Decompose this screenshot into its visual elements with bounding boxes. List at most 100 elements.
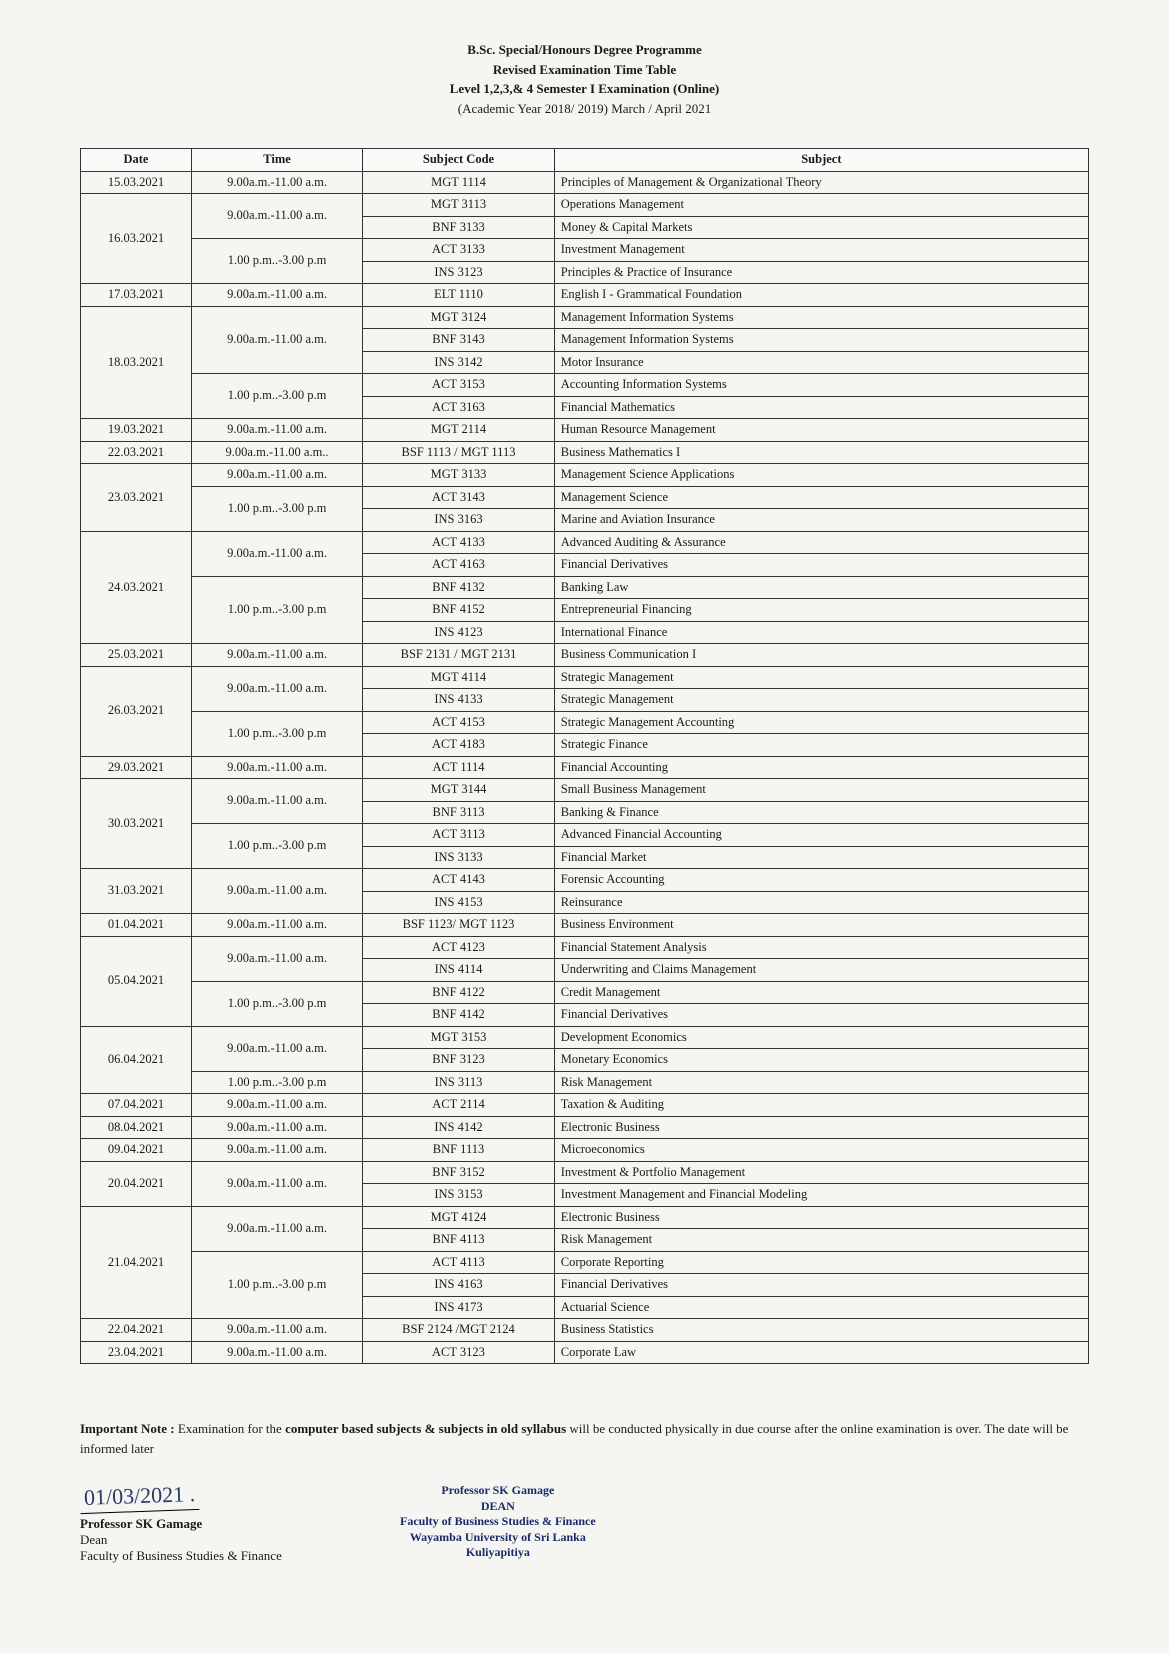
cell-time: 1.00 p.m..-3.00 p.m [191, 486, 362, 531]
cell-date: 08.04.2021 [81, 1116, 192, 1139]
cell-subject: Management Information Systems [554, 329, 1088, 352]
cell-code: BSF 2124 /MGT 2124 [363, 1319, 555, 1342]
table-row: 09.04.20219.00a.m.-11.00 a.m.BNF 1113Mic… [81, 1139, 1089, 1162]
cell-time: 9.00a.m.-11.00 a.m. [191, 1026, 362, 1071]
cell-code: ACT 4143 [363, 869, 555, 892]
cell-date: 21.04.2021 [81, 1206, 192, 1319]
cell-date: 24.03.2021 [81, 531, 192, 644]
cell-time: 9.00a.m.-11.00 a.m. [191, 306, 362, 374]
cell-code: ACT 3133 [363, 239, 555, 262]
table-row: 24.03.20219.00a.m.-11.00 a.m.ACT 4133Adv… [81, 531, 1089, 554]
table-row: 23.04.20219.00a.m.-11.00 a.m.ACT 3123Cor… [81, 1341, 1089, 1364]
cell-time: 1.00 p.m..-3.00 p.m [191, 239, 362, 284]
col-date: Date [81, 149, 192, 172]
table-row: 21.04.20219.00a.m.-11.00 a.m.MGT 4124Ele… [81, 1206, 1089, 1229]
table-row: 1.00 p.m..-3.00 p.mBNF 4132Banking Law [81, 576, 1089, 599]
col-code: Subject Code [363, 149, 555, 172]
cell-code: ACT 1114 [363, 756, 555, 779]
cell-subject: Principles & Practice of Insurance [554, 261, 1088, 284]
cell-code: BNF 3123 [363, 1049, 555, 1072]
cell-subject: Strategic Management Accounting [554, 711, 1088, 734]
document-header: B.Sc. Special/Honours Degree Programme R… [80, 40, 1089, 118]
signatory-title: Dean [80, 1532, 340, 1548]
signature-block: 01/03/2021 . Professor SK Gamage Dean Fa… [80, 1483, 1089, 1564]
cell-subject: Financial Derivatives [554, 554, 1088, 577]
table-row: 1.00 p.m..-3.00 p.mACT 4153Strategic Man… [81, 711, 1089, 734]
table-row: 31.03.20219.00a.m.-11.00 a.m.ACT 4143For… [81, 869, 1089, 892]
important-note: Important Note : Examination for the com… [80, 1419, 1089, 1458]
table-row: 05.04.20219.00a.m.-11.00 a.m.ACT 4123Fin… [81, 936, 1089, 959]
header-line2: Revised Examination Time Table [80, 60, 1089, 80]
cell-subject: Accounting Information Systems [554, 374, 1088, 397]
table-row: 07.04.20219.00a.m.-11.00 a.m.ACT 2114Tax… [81, 1094, 1089, 1117]
cell-code: ACT 3113 [363, 824, 555, 847]
table-row: 30.03.20219.00a.m.-11.00 a.m.MGT 3144Sma… [81, 779, 1089, 802]
col-subject: Subject [554, 149, 1088, 172]
signatory-dept: Faculty of Business Studies & Finance [80, 1548, 340, 1564]
table-row: 16.03.20219.00a.m.-11.00 a.m.MGT 3113Ope… [81, 194, 1089, 217]
cell-date: 23.03.2021 [81, 464, 192, 532]
cell-subject: Banking & Finance [554, 801, 1088, 824]
cell-time: 9.00a.m.-11.00 a.m. [191, 1161, 362, 1206]
cell-subject: Underwriting and Claims Management [554, 959, 1088, 982]
cell-subject: Business Communication I [554, 644, 1088, 667]
cell-time: 9.00a.m.-11.00 a.m. [191, 666, 362, 711]
cell-code: INS 4173 [363, 1296, 555, 1319]
table-row: 29.03.20219.00a.m.-11.00 a.m.ACT 1114Fin… [81, 756, 1089, 779]
cell-code: MGT 3124 [363, 306, 555, 329]
cell-time: 9.00a.m.-11.00 a.m. [191, 1094, 362, 1117]
cell-code: ACT 4133 [363, 531, 555, 554]
cell-date: 29.03.2021 [81, 756, 192, 779]
cell-time: 9.00a.m.-11.00 a.m. [191, 756, 362, 779]
cell-time: 9.00a.m.-11.00 a.m. [191, 284, 362, 307]
cell-time: 1.00 p.m..-3.00 p.m [191, 1071, 362, 1094]
cell-subject: Investment & Portfolio Management [554, 1161, 1088, 1184]
cell-subject: Financial Mathematics [554, 396, 1088, 419]
cell-time: 1.00 p.m..-3.00 p.m [191, 711, 362, 756]
cell-code: BNF 3113 [363, 801, 555, 824]
cell-subject: English I - Grammatical Foundation [554, 284, 1088, 307]
cell-subject: Corporate Reporting [554, 1251, 1088, 1274]
cell-code: MGT 4124 [363, 1206, 555, 1229]
cell-subject: Actuarial Science [554, 1296, 1088, 1319]
signature-left: 01/03/2021 . Professor SK Gamage Dean Fa… [80, 1483, 340, 1564]
cell-date: 09.04.2021 [81, 1139, 192, 1162]
cell-subject: Entrepreneurial Financing [554, 599, 1088, 622]
cell-subject: Investment Management [554, 239, 1088, 262]
signatory-name: Professor SK Gamage [80, 1516, 340, 1532]
table-row: 18.03.20219.00a.m.-11.00 a.m.MGT 3124Man… [81, 306, 1089, 329]
cell-code: INS 3163 [363, 509, 555, 532]
cell-code: BNF 4132 [363, 576, 555, 599]
cell-subject: Monetary Economics [554, 1049, 1088, 1072]
cell-date: 17.03.2021 [81, 284, 192, 307]
table-row: 22.04.20219.00a.m.-11.00 a.m.BSF 2124 /M… [81, 1319, 1089, 1342]
stamp-l5: Kuliyapitiya [400, 1545, 596, 1561]
table-row: 08.04.20219.00a.m.-11.00 a.m.INS 4142Ele… [81, 1116, 1089, 1139]
cell-time: 9.00a.m.-11.00 a.m. [191, 531, 362, 576]
cell-date: 31.03.2021 [81, 869, 192, 914]
cell-subject: Marine and Aviation Insurance [554, 509, 1088, 532]
timetable: Date Time Subject Code Subject 15.03.202… [80, 148, 1089, 1364]
handwritten-date: 01/03/2021 . [80, 1481, 200, 1514]
cell-time: 9.00a.m.-11.00 a.m. [191, 1139, 362, 1162]
table-row: 23.03.20219.00a.m.-11.00 a.m.MGT 3133Man… [81, 464, 1089, 487]
cell-code: MGT 3153 [363, 1026, 555, 1049]
cell-time: 9.00a.m.-11.00 a.m. [191, 869, 362, 914]
cell-subject: Electronic Business [554, 1206, 1088, 1229]
cell-code: MGT 2114 [363, 419, 555, 442]
cell-subject: Strategic Management [554, 689, 1088, 712]
cell-code: INS 4114 [363, 959, 555, 982]
cell-subject: Financial Market [554, 846, 1088, 869]
cell-subject: Banking Law [554, 576, 1088, 599]
cell-time: 1.00 p.m..-3.00 p.m [191, 981, 362, 1026]
stamp-l2: DEAN [400, 1499, 596, 1515]
cell-code: ACT 4113 [363, 1251, 555, 1274]
cell-time: 9.00a.m.-11.00 a.m. [191, 1206, 362, 1251]
cell-code: INS 4163 [363, 1274, 555, 1297]
cell-subject: Operations Management [554, 194, 1088, 217]
stamp-l1: Professor SK Gamage [400, 1483, 596, 1499]
cell-subject: International Finance [554, 621, 1088, 644]
cell-date: 22.03.2021 [81, 441, 192, 464]
cell-code: BSF 1113 / MGT 1113 [363, 441, 555, 464]
cell-subject: Financial Derivatives [554, 1274, 1088, 1297]
